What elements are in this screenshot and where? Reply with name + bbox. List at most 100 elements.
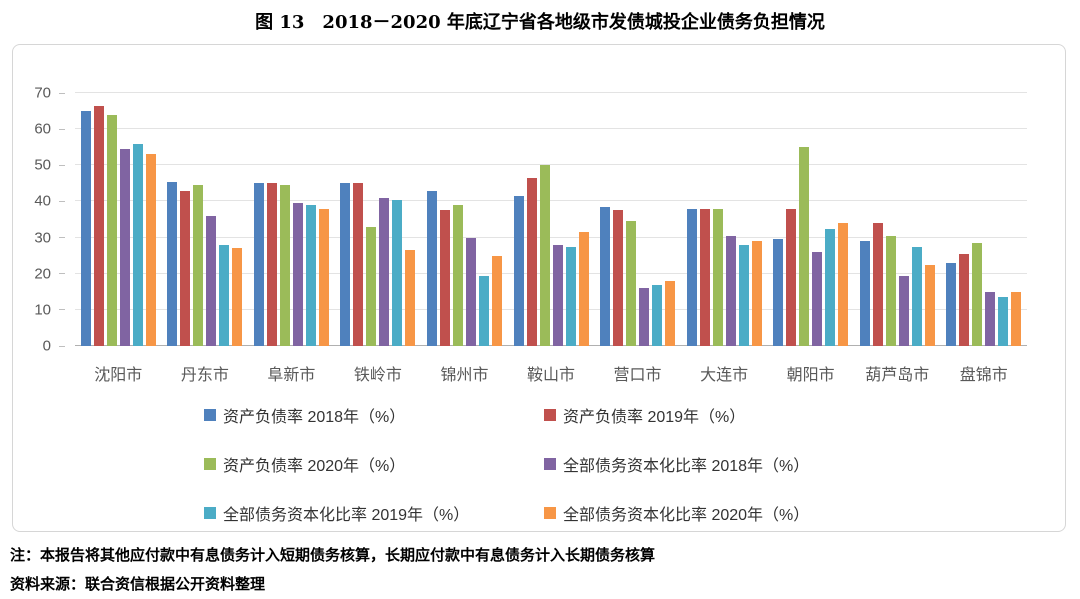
x-axis-category-label: 锦州市 (440, 367, 489, 384)
bar (600, 206, 611, 346)
bar (452, 205, 463, 346)
bar (526, 177, 537, 346)
bar (1011, 291, 1022, 346)
legend-label: 资产负债率 2019年（%） (563, 409, 746, 426)
bar (80, 111, 91, 346)
bar (712, 208, 723, 346)
footnotes: 注：本报告将其他应付款中有息债务计入短期债务核算，长期应付款中有息债务计入长期债… (10, 541, 1070, 599)
gridline (75, 272, 1027, 274)
bar (652, 284, 663, 346)
bar (513, 196, 524, 346)
bar-group (162, 93, 249, 346)
y-axis-tick-label: 20 (34, 265, 51, 283)
bar (93, 105, 104, 346)
legend-swatch (544, 409, 556, 421)
bar (626, 221, 637, 346)
x-axis-category-label: 营口市 (613, 367, 662, 384)
legend-swatch (544, 507, 556, 519)
bar (266, 183, 277, 346)
y-axis-tick-label: 70 (34, 84, 51, 102)
bar (379, 197, 390, 346)
chart-frame: 0 10 20 30 40 50 60 70 沈阳市 丹东市 阜新市 铁岭市 锦州市 鞍山市 营口市 大连市… (12, 44, 1066, 532)
bar (193, 185, 204, 346)
chart-legend: 资产负债率 2018年（%） 资产负债率 2019年（%） 资产负债率 2020年（… (204, 403, 874, 525)
gridline (75, 308, 1027, 310)
bar (725, 235, 736, 346)
x-axis-line (75, 345, 1027, 346)
bar-group (594, 93, 681, 346)
bar (253, 183, 264, 346)
legend-label: 资产负债率 2018年（%） (223, 409, 406, 426)
bar-groups (75, 93, 1027, 346)
y-axis-tick-label: 50 (34, 156, 51, 174)
bar (539, 165, 550, 346)
legend-label: 全部债务资本化比率 2018年（%） (563, 458, 810, 475)
y-axis-tick-mark (59, 237, 65, 239)
bar-group (75, 93, 162, 346)
bar (872, 223, 883, 346)
bar-group (767, 93, 854, 346)
bar (132, 143, 143, 346)
bar (106, 114, 117, 346)
bar (392, 199, 403, 346)
chart-title: 图 13 2018－2020 年底辽宁省各地级市发债城投企业债务负担情况 (255, 12, 825, 33)
y-axis-tick-mark (59, 345, 65, 347)
legend-swatch (204, 409, 216, 421)
bar (305, 205, 316, 346)
bar (167, 181, 178, 346)
legend-item: 资产负债率 2020年（%） (204, 452, 534, 476)
x-axis-category-label: 盘锦市 (959, 367, 1008, 384)
bar (699, 208, 710, 346)
x-axis-category-label: 丹东市 (180, 367, 229, 384)
bar (751, 241, 762, 346)
bar (465, 237, 476, 346)
legend-label: 全部债务资本化比率 2019年（%） (223, 507, 470, 524)
y-axis-tick-mark (59, 92, 65, 94)
bar-group (681, 93, 768, 346)
bar (426, 190, 437, 346)
bar (340, 183, 351, 346)
bar (318, 208, 329, 346)
gridline (75, 92, 1027, 93)
bar (972, 243, 983, 346)
legend-item: 全部债务资本化比率 2019年（%） (204, 501, 534, 525)
y-axis-tick-mark (59, 200, 65, 202)
bar (773, 239, 784, 346)
x-axis-category-label: 沈阳市 (94, 367, 143, 384)
y-axis-tick-mark (59, 128, 65, 130)
bar (738, 244, 749, 346)
gridline (75, 164, 1027, 166)
footnote-methodology: 注：本报告将其他应付款中有息债务计入短期债务核算，长期应付款中有息债务计入长期债… (10, 546, 656, 564)
bar (985, 291, 996, 346)
x-axis-category-label: 朝阳市 (786, 367, 835, 384)
bar-group (508, 93, 595, 346)
bar (439, 210, 450, 346)
bar (665, 280, 676, 346)
x-axis-category-label: 阜新市 (267, 367, 316, 384)
bar (686, 208, 697, 346)
footnote-source: 资料来源：联合资信根据公开资料整理 (10, 575, 266, 593)
bar (552, 244, 563, 346)
bar (859, 241, 870, 346)
bar (613, 210, 624, 346)
bar (639, 288, 650, 346)
bar (799, 147, 810, 346)
bar (898, 275, 909, 346)
bar (812, 252, 823, 346)
bar-group (248, 93, 335, 346)
legend-item: 资产负债率 2019年（%） (544, 403, 874, 427)
bar (353, 183, 364, 346)
y-axis-tick-mark (59, 273, 65, 275)
legend-label: 全部债务资本化比率 2020年（%） (563, 507, 810, 524)
bar (565, 246, 576, 346)
bar (292, 203, 303, 346)
bar (119, 149, 130, 346)
plot-area (75, 92, 1027, 346)
bar-group (421, 93, 508, 346)
bar (491, 255, 502, 346)
y-axis-tick-mark (59, 164, 65, 166)
bar (998, 297, 1009, 346)
y-axis-tick-label: 40 (34, 192, 51, 210)
bar (405, 250, 416, 346)
legend-swatch (204, 507, 216, 519)
